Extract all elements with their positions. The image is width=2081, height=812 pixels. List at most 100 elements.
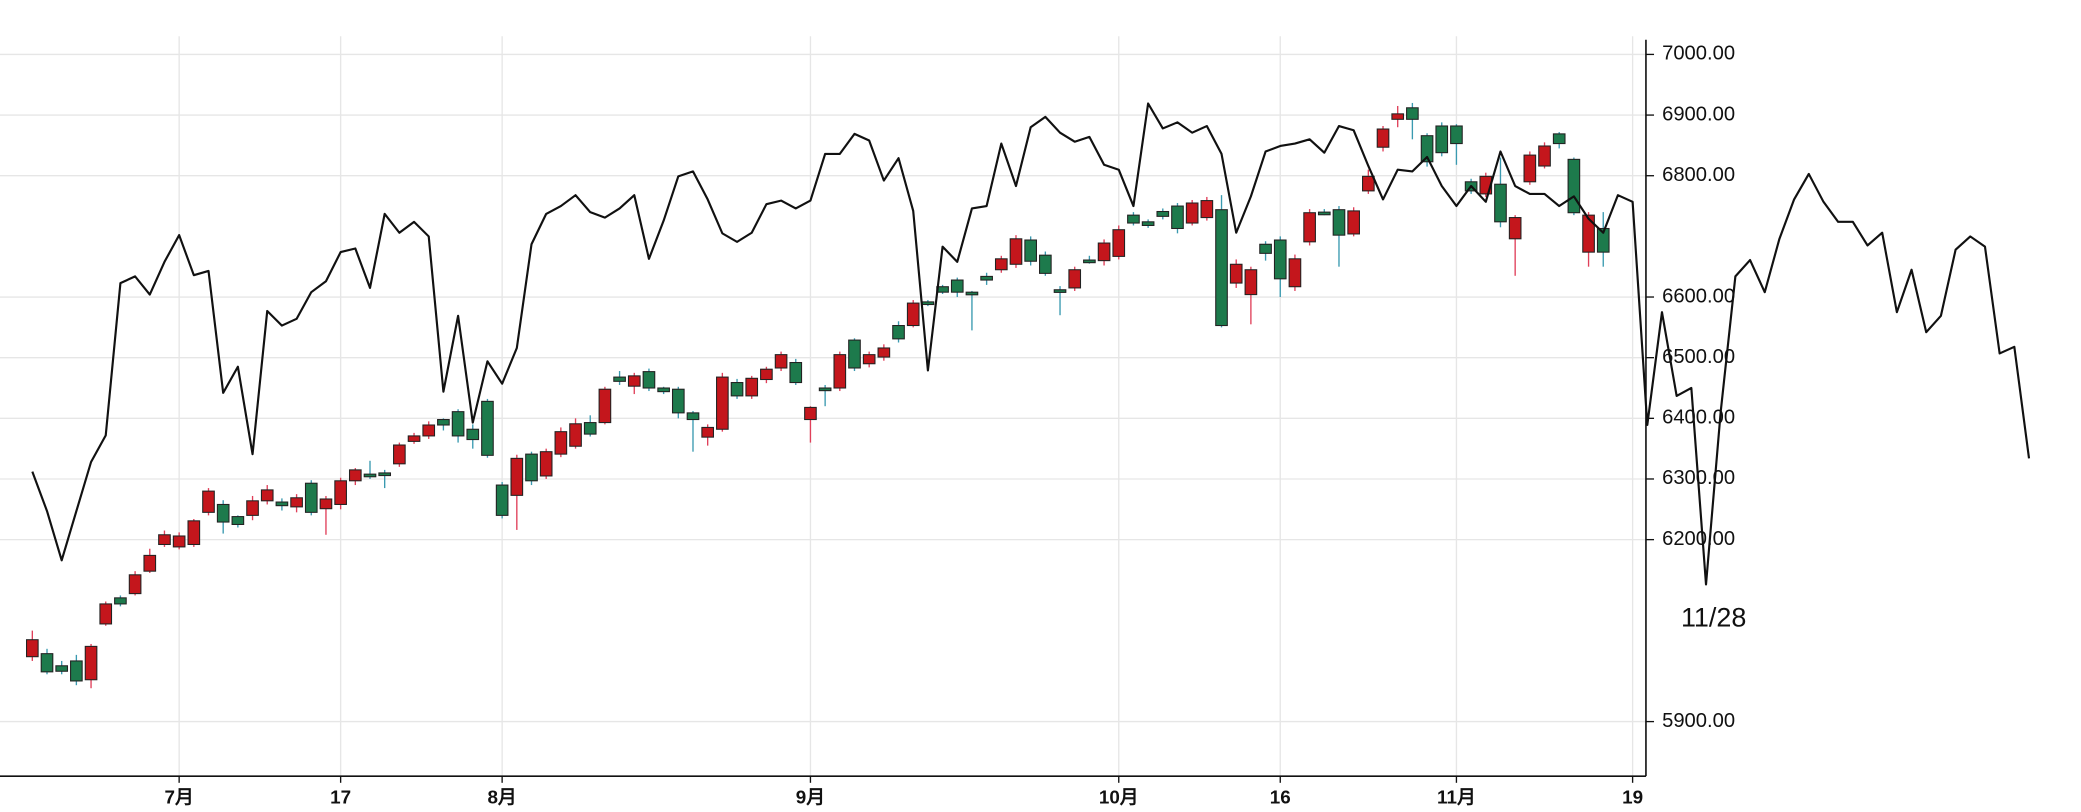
candle-body: [862, 354, 876, 365]
candle-body: [848, 339, 861, 369]
candle-body: [1391, 113, 1405, 120]
candle-body: [304, 482, 318, 513]
candle-body: [1200, 200, 1214, 219]
candle-body: [642, 371, 656, 389]
candle-body: [1229, 263, 1243, 284]
candle-body: [25, 639, 39, 658]
candle-body: [921, 301, 935, 306]
candle-body: [657, 387, 670, 393]
candle-body: [1552, 133, 1566, 145]
candle-body: [1024, 239, 1037, 262]
candle-body: [128, 574, 142, 595]
candle-body: [260, 489, 274, 502]
x-tick-label: 7月: [164, 787, 193, 808]
candle-body: [583, 422, 597, 435]
candle-body: [539, 451, 553, 477]
y-tick-label: 6500.00: [1662, 346, 1735, 368]
line-series: [31, 102, 2031, 586]
candle-body: [671, 388, 685, 414]
candle-body: [627, 375, 641, 387]
candle-body: [407, 435, 421, 442]
x-tick-label: 16: [1270, 787, 1291, 808]
y-tick-label: 5900.00: [1662, 710, 1735, 732]
x-tick-label: 9月: [796, 787, 825, 808]
candle-body: [1185, 202, 1199, 224]
candle-body: [1362, 175, 1375, 192]
candle-body: [554, 431, 568, 455]
candle-body: [158, 534, 171, 546]
candle-body: [598, 388, 612, 424]
y-tick-label: 6400.00: [1662, 407, 1735, 429]
candle-body: [1053, 289, 1067, 293]
y-tick-label: 6300.00: [1662, 467, 1735, 489]
candle-body: [1317, 211, 1331, 216]
candle-body: [1508, 217, 1522, 240]
candle-body: [1097, 242, 1111, 262]
candle-body: [1083, 259, 1096, 264]
x-tick-label: 8月: [487, 787, 516, 808]
candle-body: [363, 473, 377, 478]
candle-body: [833, 354, 847, 389]
candle-body: [1376, 128, 1390, 148]
candle-body: [172, 535, 186, 548]
candle-body: [348, 469, 362, 482]
candle-body: [143, 554, 157, 572]
candle-body: [877, 347, 891, 358]
candle-body: [1068, 269, 1082, 289]
candle-body: [789, 361, 803, 384]
candle-body: [1259, 243, 1272, 254]
candle-body: [481, 400, 494, 456]
candle-body: [495, 484, 509, 516]
candle-body: [55, 665, 69, 672]
candle-body: [1567, 158, 1581, 214]
candle-body: [466, 428, 480, 441]
candle-body: [1112, 229, 1126, 257]
candle-body: [1009, 238, 1023, 265]
candle-body: [1156, 210, 1170, 217]
candle-body: [1494, 183, 1507, 223]
candle-body: [1039, 254, 1052, 274]
candle-body: [510, 457, 524, 496]
candle-body: [760, 368, 773, 381]
candle-body: [1332, 209, 1346, 236]
candle-body: [275, 501, 289, 507]
candle-body: [892, 325, 905, 340]
candle-body: [1215, 209, 1228, 327]
candle-body: [437, 419, 450, 426]
marks: [25, 102, 2031, 689]
axes: 7000.00 6900.00 6800.00 6600.00 6500.00 6400.…: [0, 39, 1735, 808]
candle-body: [1420, 135, 1434, 163]
candle-body: [525, 453, 538, 482]
candle-body: [246, 500, 259, 516]
candle-body: [1523, 154, 1537, 183]
candle-body: [1171, 205, 1184, 230]
x-tick-label: 10月: [1099, 787, 1139, 808]
candle-body: [1596, 227, 1610, 253]
candle-body: [187, 520, 201, 546]
candle-body: [40, 653, 54, 673]
y-tick-label: 6800.00: [1662, 164, 1735, 186]
candle-body: [613, 376, 626, 382]
candle-body: [1435, 125, 1449, 154]
candle-body: [202, 490, 215, 513]
candle-body: [422, 424, 436, 437]
candle-body: [686, 412, 700, 421]
candle-body: [965, 291, 979, 296]
candle-body: [1127, 214, 1140, 224]
candle-body: [1288, 258, 1302, 288]
candle-body: [1273, 239, 1287, 280]
candle-body: [290, 497, 303, 508]
candle-body: [216, 503, 230, 523]
y-tick-label: 6600.00: [1662, 285, 1735, 307]
candle-body: [716, 376, 729, 430]
candle-body: [774, 354, 788, 369]
candle-body: [745, 377, 759, 397]
candle-body: [231, 516, 245, 526]
y-tick-label: 6900.00: [1662, 103, 1735, 125]
candle-body: [114, 597, 127, 605]
candle-body: [451, 411, 465, 437]
x-tick-label: 17: [330, 787, 351, 808]
candle-body: [378, 472, 392, 477]
